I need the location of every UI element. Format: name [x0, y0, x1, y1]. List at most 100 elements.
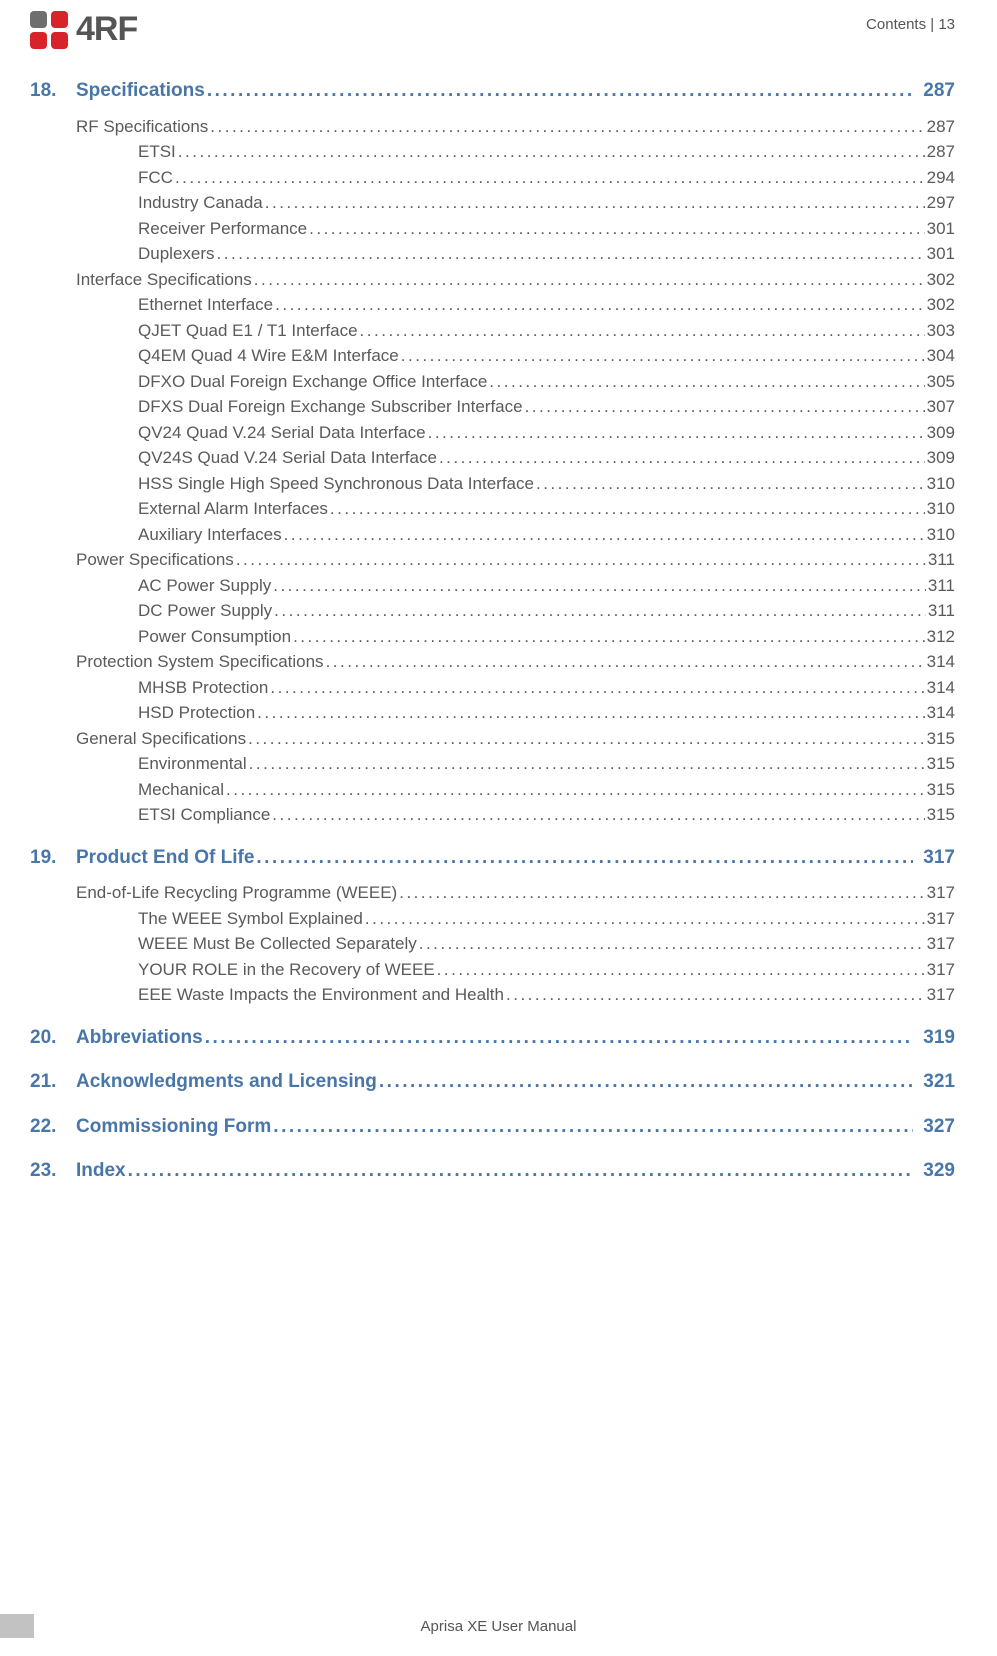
page-header: 4RF Contents | 13	[30, 10, 955, 49]
toc-subsection[interactable]: WEEE Must Be Collected Separately 317	[138, 931, 955, 957]
toc-leader-dots	[207, 77, 913, 106]
subsection-page: 309	[927, 420, 955, 446]
toc-chapter[interactable]: 21.Acknowledgments and Licensing321	[30, 1068, 955, 1097]
toc-subsection[interactable]: ETSI Compliance 315	[138, 802, 955, 828]
footer-text: Aprisa XE User Manual	[52, 1618, 997, 1635]
toc-subsection[interactable]: Duplexers 301	[138, 241, 955, 267]
toc-leader-dots	[379, 1068, 913, 1097]
toc-section[interactable]: Protection System Specifications 314	[76, 649, 955, 675]
toc-leader-dots	[284, 522, 925, 548]
toc-subsection[interactable]: QJET Quad E1 / T1 Interface 303	[138, 318, 955, 344]
toc-leader-dots	[428, 420, 925, 446]
toc-chapter[interactable]: 19.Product End Of Life317	[30, 844, 955, 873]
table-of-contents: 18.Specifications287 RF Specifications 28…	[30, 77, 955, 1186]
chapter-page: 329	[915, 1157, 955, 1186]
toc-subsection[interactable]: Mechanical 315	[138, 777, 955, 803]
toc-subsection[interactable]: HSD Protection 314	[138, 700, 955, 726]
subsection-page: 297	[927, 190, 955, 216]
chapter-page: 317	[915, 844, 955, 873]
subsection-title: Duplexers	[138, 241, 215, 267]
toc-subsection[interactable]: AC Power Supply 311	[138, 573, 955, 599]
chapter-number: 19.	[30, 844, 76, 873]
subsection-title: MHSB Protection	[138, 675, 268, 701]
toc-subsection[interactable]: MHSB Protection 314	[138, 675, 955, 701]
toc-subsection[interactable]: DFXO Dual Foreign Exchange Office Interf…	[138, 369, 955, 395]
toc-subsection[interactable]: Auxiliary Interfaces 310	[138, 522, 955, 548]
subsection-page: 310	[927, 496, 955, 522]
toc-subsection[interactable]: QV24S Quad V.24 Serial Data Interface 30…	[138, 445, 955, 471]
toc-subsection[interactable]: DC Power Supply 311	[138, 598, 955, 624]
subsection-page: 315	[927, 802, 955, 828]
toc-leader-dots	[365, 906, 925, 932]
toc-subsection[interactable]: Ethernet Interface 302	[138, 292, 955, 318]
section-page: 302	[927, 267, 955, 293]
toc-section[interactable]: General Specifications 315	[76, 726, 955, 752]
toc-subsection[interactable]: HSS Single High Speed Synchronous Data I…	[138, 471, 955, 497]
toc-section[interactable]: Power Specifications 311	[76, 547, 955, 573]
toc-leader-dots	[419, 931, 925, 957]
toc-section[interactable]: RF Specifications 287	[76, 114, 955, 140]
toc-chapter[interactable]: 20.Abbreviations319	[30, 1024, 955, 1053]
logo: 4RF	[30, 10, 137, 49]
section-title: End-of-Life Recycling Programme (WEEE)	[76, 880, 397, 906]
toc-subsection[interactable]: Receiver Performance 301	[138, 216, 955, 242]
subsection-title: QJET Quad E1 / T1 Interface	[138, 318, 358, 344]
toc-subsection[interactable]: Environmental 315	[138, 751, 955, 777]
toc-section[interactable]: End-of-Life Recycling Programme (WEEE) 3…	[76, 880, 955, 906]
subsection-title: EEE Waste Impacts the Environment and He…	[138, 982, 504, 1008]
subsection-title: QV24 Quad V.24 Serial Data Interface	[138, 420, 426, 446]
breadcrumb: Contents | 13	[866, 10, 955, 33]
toc-leader-dots	[309, 216, 925, 242]
section-page: 287	[927, 114, 955, 140]
toc-subsection[interactable]: FCC 294	[138, 165, 955, 191]
toc-leader-dots	[270, 675, 924, 701]
toc-subsection[interactable]: QV24 Quad V.24 Serial Data Interface 309	[138, 420, 955, 446]
toc-subsection[interactable]: Industry Canada 297	[138, 190, 955, 216]
toc-subsection[interactable]: DFXS Dual Foreign Exchange Subscriber In…	[138, 394, 955, 420]
toc-leader-dots	[293, 624, 925, 650]
toc-leader-dots	[210, 114, 924, 140]
section-page: 311	[928, 547, 955, 573]
chapter-title: Commissioning Form	[76, 1113, 271, 1142]
toc-leader-dots	[275, 292, 924, 318]
toc-leader-dots	[128, 1157, 913, 1186]
toc-leader-dots	[217, 241, 925, 267]
subsection-page: 310	[927, 522, 955, 548]
subsection-title: DFXS Dual Foreign Exchange Subscriber In…	[138, 394, 523, 420]
toc-leader-dots	[399, 880, 924, 906]
subsection-title: DC Power Supply	[138, 598, 272, 624]
toc-subsection[interactable]: The WEEE Symbol Explained 317	[138, 906, 955, 932]
logo-icon	[30, 11, 70, 49]
subsection-title: Receiver Performance	[138, 216, 307, 242]
subsection-page: 312	[927, 624, 955, 650]
toc-subsection[interactable]: ETSI 287	[138, 139, 955, 165]
toc-chapter[interactable]: 18.Specifications287	[30, 77, 955, 106]
subsection-page: 317	[927, 931, 955, 957]
toc-subsection[interactable]: Q4EM Quad 4 Wire E&M Interface 304	[138, 343, 955, 369]
toc-chapter[interactable]: 23.Index329	[30, 1157, 955, 1186]
subsection-title: QV24S Quad V.24 Serial Data Interface	[138, 445, 437, 471]
subsection-title: DFXO Dual Foreign Exchange Office Interf…	[138, 369, 487, 395]
chapter-title: Acknowledgments and Licensing	[76, 1068, 377, 1097]
subsection-title: AC Power Supply	[138, 573, 271, 599]
subsection-title: FCC	[138, 165, 173, 191]
subsection-title: Environmental	[138, 751, 247, 777]
chapter-title: Abbreviations	[76, 1024, 203, 1053]
toc-section[interactable]: Interface Specifications 302	[76, 267, 955, 293]
toc-chapter[interactable]: 22.Commissioning Form327	[30, 1113, 955, 1142]
toc-subsection[interactable]: EEE Waste Impacts the Environment and He…	[138, 982, 955, 1008]
section-page: 317	[927, 880, 955, 906]
subsection-page: 304	[927, 343, 955, 369]
section-page: 315	[927, 726, 955, 752]
chapter-page: 319	[915, 1024, 955, 1053]
toc-leader-dots	[536, 471, 925, 497]
toc-subsection[interactable]: External Alarm Interfaces 310	[138, 496, 955, 522]
subsection-title: WEEE Must Be Collected Separately	[138, 931, 417, 957]
subsection-page: 305	[927, 369, 955, 395]
toc-subsection[interactable]: Power Consumption 312	[138, 624, 955, 650]
toc-leader-dots	[236, 547, 926, 573]
toc-leader-dots	[273, 573, 926, 599]
subsection-title: YOUR ROLE in the Recovery of WEEE	[138, 957, 435, 983]
subsection-page: 310	[927, 471, 955, 497]
toc-subsection[interactable]: YOUR ROLE in the Recovery of WEEE 317	[138, 957, 955, 983]
